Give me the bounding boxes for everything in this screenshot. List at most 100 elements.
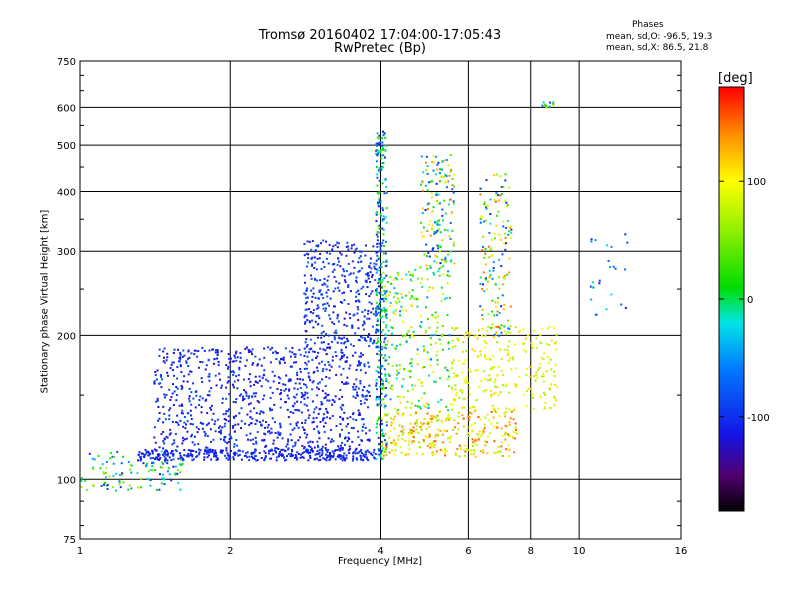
data-point: [198, 366, 201, 369]
data-point: [382, 357, 385, 360]
data-point: [353, 266, 356, 269]
data-point: [340, 253, 343, 256]
data-point: [196, 454, 199, 457]
data-point: [493, 451, 496, 454]
data-point: [280, 453, 283, 456]
data-point: [494, 409, 497, 412]
data-point: [496, 426, 499, 429]
data-point: [365, 293, 368, 296]
data-point: [249, 432, 252, 435]
data-point: [297, 439, 300, 442]
data-point: [176, 366, 179, 369]
data-point: [314, 261, 317, 264]
data-point: [375, 342, 378, 345]
data-point: [352, 457, 355, 460]
data-point: [325, 456, 328, 459]
data-point: [423, 417, 426, 420]
data-point: [277, 447, 280, 450]
data-point: [492, 269, 495, 272]
data-point: [441, 258, 444, 261]
data-point: [237, 374, 240, 377]
data-point: [313, 342, 316, 345]
data-point: [264, 455, 267, 458]
data-point: [346, 356, 349, 359]
data-point: [548, 325, 551, 328]
data-point: [320, 360, 323, 363]
data-point: [509, 325, 512, 328]
data-point: [333, 322, 336, 325]
data-point: [228, 357, 231, 360]
data-point: [493, 407, 496, 410]
data-point: [422, 171, 425, 174]
data-point: [240, 458, 243, 461]
data-point: [401, 434, 404, 437]
data-point: [215, 384, 218, 387]
data-point: [548, 387, 551, 390]
data-point: [377, 142, 380, 145]
data-point: [454, 398, 457, 401]
data-point: [298, 348, 301, 351]
data-point: [233, 430, 236, 433]
data-point: [429, 337, 432, 340]
data-point: [368, 394, 371, 397]
data-point: [364, 450, 367, 453]
data-point: [294, 355, 297, 358]
data-point: [375, 293, 378, 296]
data-point: [443, 429, 446, 432]
data-point: [240, 420, 243, 423]
data-point: [182, 439, 185, 442]
data-point: [188, 397, 191, 400]
data-point: [322, 307, 325, 310]
data-point: [348, 445, 351, 448]
data-point: [393, 439, 396, 442]
data-point: [168, 388, 171, 391]
data-point: [349, 343, 352, 346]
data-point: [390, 326, 393, 329]
data-point: [317, 351, 320, 354]
data-point: [305, 308, 308, 311]
data-point: [225, 457, 228, 460]
data-point: [375, 382, 378, 385]
data-point: [185, 423, 188, 426]
data-point: [245, 392, 248, 395]
data-point: [180, 412, 183, 415]
data-point: [409, 422, 412, 425]
data-point: [395, 444, 398, 447]
data-point: [212, 362, 215, 365]
data-point: [395, 278, 398, 281]
data-point: [364, 309, 367, 312]
data-point: [324, 453, 327, 456]
data-point: [263, 459, 266, 462]
chart-subtitle: RwPretec (Bp): [333, 41, 427, 56]
data-point: [313, 446, 316, 449]
data-point: [412, 335, 415, 338]
data-point: [362, 418, 365, 421]
data-point: [389, 430, 392, 433]
data-point: [372, 245, 375, 248]
data-point: [339, 449, 342, 452]
data-point: [302, 394, 305, 397]
data-point: [228, 456, 231, 459]
data-point: [445, 419, 448, 422]
data-point: [186, 430, 189, 433]
data-point: [316, 279, 319, 282]
data-point: [210, 404, 213, 407]
data-point: [451, 229, 454, 232]
data-point: [240, 427, 243, 430]
data-point: [306, 396, 309, 399]
data-point: [356, 391, 359, 394]
data-point: [377, 366, 380, 369]
data-point: [418, 378, 421, 381]
data-point: [464, 379, 467, 382]
data-point: [141, 452, 144, 455]
data-point: [215, 349, 218, 352]
data-point: [382, 329, 385, 332]
data-point: [400, 278, 403, 281]
data-point: [263, 432, 266, 435]
data-point: [384, 216, 387, 219]
data-point: [248, 459, 251, 462]
data-point: [409, 432, 412, 435]
data-point: [417, 399, 420, 402]
data-point: [594, 239, 597, 242]
